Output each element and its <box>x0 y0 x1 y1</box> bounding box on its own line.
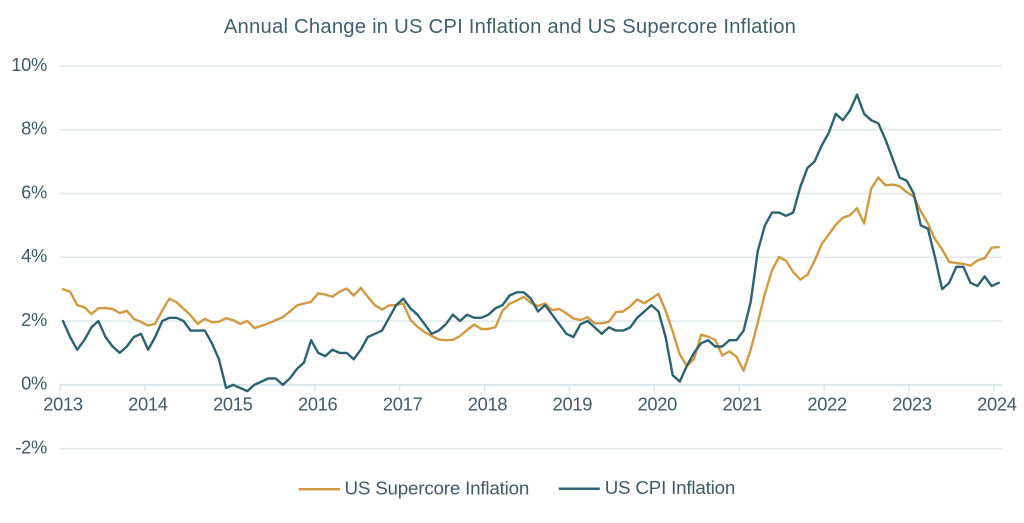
svg-text:6%: 6% <box>21 181 47 202</box>
svg-text:2018: 2018 <box>468 394 508 415</box>
svg-text:2020: 2020 <box>638 394 678 415</box>
svg-text:0%: 0% <box>21 373 47 394</box>
svg-text:US Supercore Inflation: US Supercore Inflation <box>345 478 530 499</box>
svg-text:2021: 2021 <box>722 394 762 415</box>
svg-text:4%: 4% <box>21 245 47 266</box>
svg-text:2024: 2024 <box>977 394 1017 415</box>
svg-text:2015: 2015 <box>213 394 253 415</box>
svg-text:2017: 2017 <box>383 394 423 415</box>
svg-text:8%: 8% <box>21 118 47 139</box>
svg-text:Annual Change in US CPI Inflat: Annual Change in US CPI Inflation and US… <box>224 16 796 38</box>
svg-text:2016: 2016 <box>298 394 338 415</box>
svg-text:2019: 2019 <box>553 394 593 415</box>
svg-text:2023: 2023 <box>892 394 932 415</box>
svg-text:2013: 2013 <box>43 394 83 415</box>
svg-text:2022: 2022 <box>807 394 847 415</box>
svg-text:2014: 2014 <box>128 394 168 415</box>
svg-text:US CPI Inflation: US CPI Inflation <box>605 477 735 498</box>
svg-text:2%: 2% <box>21 309 47 330</box>
svg-text:-2%: -2% <box>15 436 47 457</box>
svg-text:10%: 10% <box>11 54 47 75</box>
